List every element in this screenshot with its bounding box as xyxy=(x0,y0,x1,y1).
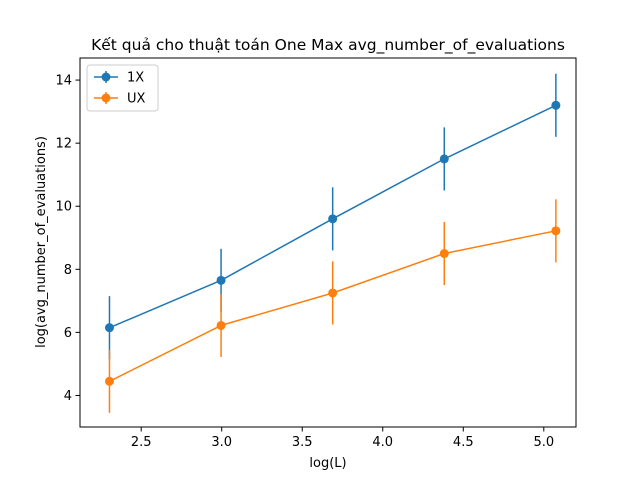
plot-content xyxy=(104,73,561,413)
legend-label-ux: UX xyxy=(127,92,146,107)
x-tick-label: 4.5 xyxy=(453,435,474,450)
x-axis: 2.5 3.0 3.5 4.0 4.5 5.0 xyxy=(131,427,554,450)
y-tick-label: 14 xyxy=(55,74,72,89)
data-point xyxy=(551,226,561,236)
legend-marker-1x xyxy=(101,72,111,82)
y-tick-label: 12 xyxy=(55,137,72,152)
data-point xyxy=(216,320,226,330)
x-tick-label: 3.0 xyxy=(211,435,232,450)
chart-title: Kết quả cho thuật toán One Max avg_numbe… xyxy=(91,36,565,55)
data-point xyxy=(439,249,449,259)
y-axis-title: log(avg_number_of_evaluations) xyxy=(34,136,49,348)
x-axis-title: log(L) xyxy=(309,456,346,471)
y-axis: 4 6 8 10 12 14 xyxy=(55,74,80,404)
x-tick-label: 3.5 xyxy=(292,435,313,450)
y-tick-label: 4 xyxy=(64,389,72,404)
data-point xyxy=(104,376,114,386)
legend-label-1x: 1X xyxy=(127,71,144,86)
data-point xyxy=(104,323,114,333)
y-tick-label: 10 xyxy=(55,200,72,215)
data-point xyxy=(328,214,338,224)
legend-box xyxy=(86,64,159,112)
y-tick-label: 8 xyxy=(64,263,72,278)
legend: 1X UX xyxy=(86,64,159,112)
plot-area-frame xyxy=(79,57,577,428)
x-tick-label: 2.5 xyxy=(131,435,152,450)
series-1x xyxy=(104,73,561,360)
series-ux xyxy=(104,199,561,413)
data-point xyxy=(551,100,561,110)
legend-marker-ux xyxy=(101,93,111,103)
x-tick-label: 5.0 xyxy=(533,435,554,450)
y-tick-label: 6 xyxy=(64,326,72,341)
data-point xyxy=(328,288,338,298)
x-tick-label: 4.0 xyxy=(372,435,393,450)
data-point xyxy=(439,154,449,164)
data-point xyxy=(216,275,226,285)
